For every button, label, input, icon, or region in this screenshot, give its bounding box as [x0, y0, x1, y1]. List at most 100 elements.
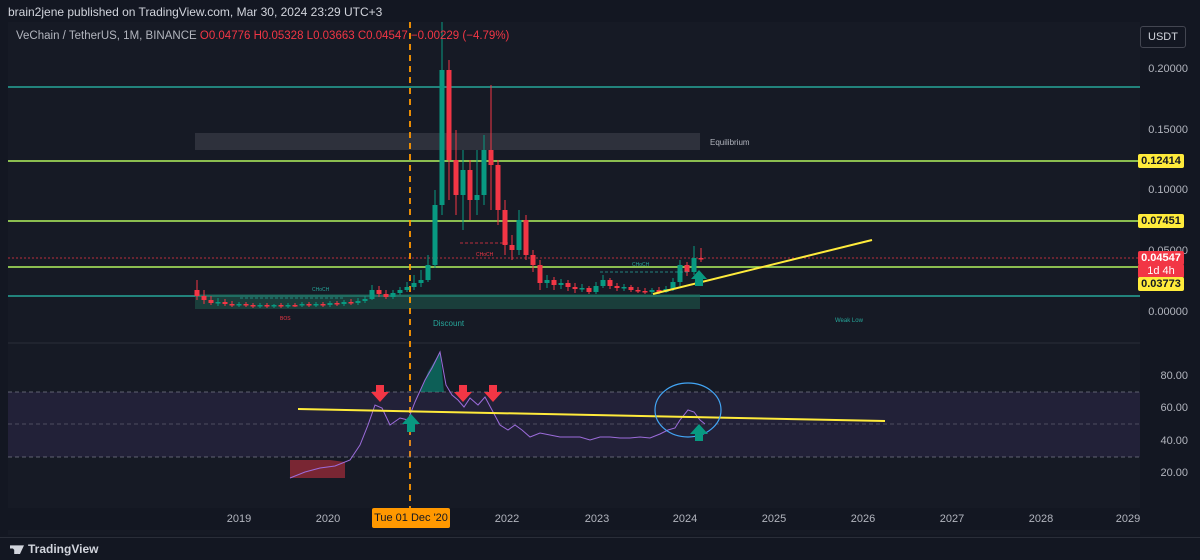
- price-tag-level3: 0.03773: [1138, 277, 1184, 291]
- candle-body: [446, 70, 452, 160]
- legend-change: −0.00229 (−4.79%): [410, 30, 510, 42]
- candle-body: [614, 286, 620, 288]
- discount-zone[interactable]: [195, 294, 700, 309]
- candle-body: [376, 290, 382, 294]
- candle-body: [404, 287, 410, 290]
- candle-body: [390, 293, 396, 297]
- candle-body: [607, 280, 613, 286]
- candle-body: [516, 220, 522, 250]
- candle-body: [411, 283, 417, 287]
- time-tick: 2027: [939, 513, 965, 525]
- price-tick: 0.00000: [1148, 306, 1188, 318]
- candle-body: [565, 283, 571, 287]
- candle-body: [215, 302, 221, 304]
- tradingview-logo-icon: [10, 545, 24, 555]
- candle-body: [432, 205, 438, 265]
- candle-body: [355, 301, 361, 303]
- candle-body: [425, 265, 431, 280]
- legend-low: L0.03663: [306, 30, 355, 42]
- legend-close: C0.04547: [357, 30, 408, 42]
- candle-body: [439, 70, 445, 205]
- candle-body: [194, 290, 200, 296]
- candle-body: [460, 170, 466, 195]
- price-axis[interactable]: 0.20000 0.15000 0.10000 0.05000 0.00000 …: [1140, 50, 1200, 535]
- candle-body: [348, 302, 354, 304]
- candle-body: [691, 258, 697, 272]
- candle-body: [292, 305, 298, 307]
- price-tick: 0.15000: [1148, 124, 1188, 136]
- rsi-tick: 80.00: [1160, 370, 1188, 382]
- publisher-text: brain2jene published on TradingView.com,…: [8, 5, 383, 19]
- bos-label: BOS: [280, 316, 291, 322]
- candle-body: [509, 245, 515, 250]
- price-tag-level2: 0.07451: [1138, 214, 1184, 228]
- candle-body: [495, 165, 501, 210]
- time-tick: 2025: [761, 513, 787, 525]
- legend-open: O0.04776: [199, 30, 251, 42]
- candle-body: [502, 210, 508, 245]
- price-tick: 0.20000: [1148, 63, 1188, 75]
- candle-body: [656, 290, 662, 292]
- legend-high: H0.05328: [253, 30, 304, 42]
- candle-body: [299, 304, 305, 306]
- candle-body: [544, 280, 550, 283]
- candle-body: [369, 290, 375, 299]
- weak-low-label: Weak Low: [835, 318, 864, 324]
- candle-body: [551, 280, 557, 285]
- time-tick: 2029: [1115, 513, 1141, 525]
- candle-body: [537, 265, 543, 283]
- candle-body: [306, 304, 312, 306]
- candle-body: [236, 304, 242, 306]
- candle-body: [383, 294, 389, 297]
- highlight-circle[interactable]: [654, 382, 722, 438]
- tradingview-logo[interactable]: TradingView: [10, 542, 98, 556]
- candle-body: [649, 290, 655, 292]
- symbol-legend[interactable]: VeChain / TetherUS, 1M, BINANCE O0.04776…: [16, 30, 509, 42]
- currency-button[interactable]: USDT: [1140, 26, 1186, 48]
- price-tag-countdown: 1d 4h: [1138, 264, 1184, 278]
- candle-body: [453, 160, 459, 195]
- time-tick: 2026: [850, 513, 876, 525]
- time-axis[interactable]: 2019 2020 2022 2023 2024 2025 2026 2027 …: [8, 508, 1140, 530]
- up-arrow-icon: [402, 414, 420, 432]
- crosshair-date-tag: Tue 01 Dec '20: [372, 508, 450, 528]
- chart-pane[interactable]: [8, 22, 1140, 535]
- rsi-overbought-fill: [420, 352, 444, 392]
- candle-body: [285, 305, 291, 307]
- candle-body: [320, 304, 326, 306]
- rsi-band: [8, 392, 1140, 457]
- candle-body: [222, 302, 228, 304]
- time-tick: 2028: [1028, 513, 1054, 525]
- candle-body: [418, 280, 424, 283]
- candle-body: [579, 288, 585, 290]
- candle-body: [362, 299, 368, 301]
- candle-body: [621, 287, 627, 289]
- time-tick: 2019: [226, 513, 252, 525]
- candle-body: [670, 282, 676, 289]
- candle-body: [229, 304, 235, 306]
- price-tag-current: 0.04547: [1138, 251, 1184, 265]
- rsi-tick: 40.00: [1160, 435, 1188, 447]
- choch-label-3: CHoCH: [632, 262, 650, 268]
- candle-body: [628, 287, 634, 290]
- candle-body: [523, 220, 529, 255]
- discount-label: Discount: [433, 319, 465, 328]
- candle-body: [572, 287, 578, 289]
- price-trendline[interactable]: [652, 239, 873, 295]
- candle-body: [684, 265, 690, 272]
- down-arrow-icon: [454, 385, 472, 402]
- candle-body: [600, 280, 606, 286]
- candle-body: [677, 265, 683, 282]
- rsi-tick: 60.00: [1160, 402, 1188, 414]
- rsi-line: [289, 350, 706, 479]
- candle-body: [467, 170, 473, 200]
- time-tick: 2024: [672, 513, 698, 525]
- candle-body: [593, 286, 599, 292]
- rsi-trendline[interactable]: [297, 408, 886, 422]
- candle-body: [586, 288, 592, 292]
- publisher-bar: brain2jene published on TradingView.com,…: [0, 0, 1200, 22]
- choch-label-1: CHoCH: [312, 287, 330, 293]
- choch-label-2: CHoCH: [476, 252, 494, 258]
- equilibrium-label: Equilibrium: [710, 138, 750, 147]
